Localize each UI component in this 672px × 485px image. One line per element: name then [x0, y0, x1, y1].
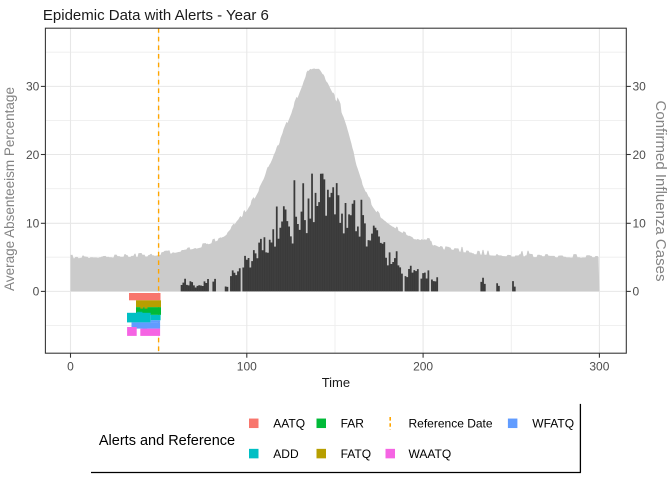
- svg-text:AATQ: AATQ: [273, 417, 305, 431]
- svg-text:30: 30: [633, 80, 647, 94]
- svg-text:20: 20: [26, 148, 40, 162]
- svg-text:0: 0: [633, 285, 640, 299]
- svg-text:10: 10: [26, 217, 40, 231]
- svg-text:Alerts and Reference: Alerts and Reference: [99, 433, 235, 449]
- svg-text:10: 10: [633, 217, 647, 231]
- svg-text:0: 0: [33, 285, 40, 299]
- svg-text:ADD: ADD: [273, 447, 299, 461]
- svg-text:30: 30: [26, 80, 40, 94]
- svg-text:FATQ: FATQ: [341, 447, 371, 461]
- svg-text:200: 200: [413, 359, 433, 373]
- svg-text:Average Absenteeism Percentage: Average Absenteeism Percentage: [2, 87, 17, 291]
- svg-text:WAATQ: WAATQ: [409, 447, 452, 461]
- svg-text:20: 20: [633, 148, 647, 162]
- svg-text:100: 100: [237, 359, 257, 373]
- svg-text:Reference Date: Reference Date: [409, 417, 493, 431]
- svg-text:FAR: FAR: [341, 417, 365, 431]
- svg-text:300: 300: [589, 359, 609, 373]
- svg-text:WFATQ: WFATQ: [532, 417, 574, 431]
- svg-text:0: 0: [67, 359, 74, 373]
- svg-text:Epidemic Data with Alerts - Ye: Epidemic Data with Alerts - Year 6: [43, 7, 269, 24]
- svg-text:Confirmed Influenza Cases: Confirmed Influenza Cases: [652, 101, 669, 282]
- svg-text:Time: Time: [322, 375, 350, 390]
